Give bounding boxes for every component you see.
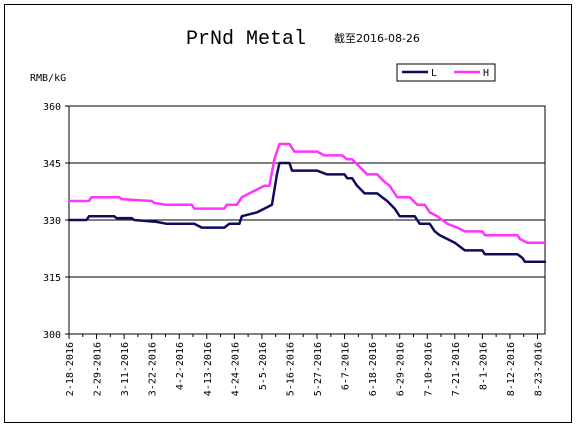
x-tick-label: 6-7-2016	[341, 342, 352, 390]
chart-subtitle: 截至2016-08-26	[334, 31, 420, 45]
legend-label-h: H	[483, 68, 489, 79]
plot-area: 300 315 330 345 360 2-18-2016 2-29-2016 3-11-20…	[43, 102, 547, 396]
y-tick-label: 330	[43, 216, 61, 227]
legend-label-l: L	[431, 68, 437, 79]
x-tick-label: 3-11-2016	[120, 342, 131, 396]
series-line-h	[67, 142, 547, 245]
x-tick-label: 2-29-2016	[93, 342, 104, 396]
x-tick-label: 4-13-2016	[203, 342, 214, 396]
x-tick-label: 8-12-2016	[506, 342, 517, 396]
x-tick-label: 5-16-2016	[285, 342, 296, 396]
x-tick-label: 4-24-2016	[230, 342, 241, 396]
x-tick-label: 7-21-2016	[451, 342, 462, 396]
x-tick-label: 7-10-2016	[423, 342, 434, 396]
y-tick-label: 300	[43, 330, 61, 341]
x-tick-label: 8-1-2016	[478, 342, 489, 390]
y-axis-label: RMB/kG	[30, 73, 66, 84]
x-tick-label: 5-27-2016	[313, 342, 324, 396]
x-tick-label: 8-23-2016	[533, 342, 544, 396]
series-line-l	[67, 161, 547, 264]
x-tick-label: 2-18-2016	[65, 342, 76, 396]
y-tick-label: 345	[43, 159, 61, 170]
y-tick-label: 360	[43, 102, 61, 113]
x-tick-label: 5-5-2016	[258, 342, 269, 390]
y-tick-label: 315	[43, 273, 61, 284]
x-tick-label: 3-22-2016	[148, 342, 159, 396]
x-tick-label: 4-2-2016	[175, 342, 186, 390]
x-tick-label: 6-29-2016	[396, 342, 407, 396]
x-tick-label: 6-18-2016	[368, 342, 379, 396]
legend-box	[396, 63, 496, 82]
chart-title: PrNd Metal	[186, 28, 306, 51]
